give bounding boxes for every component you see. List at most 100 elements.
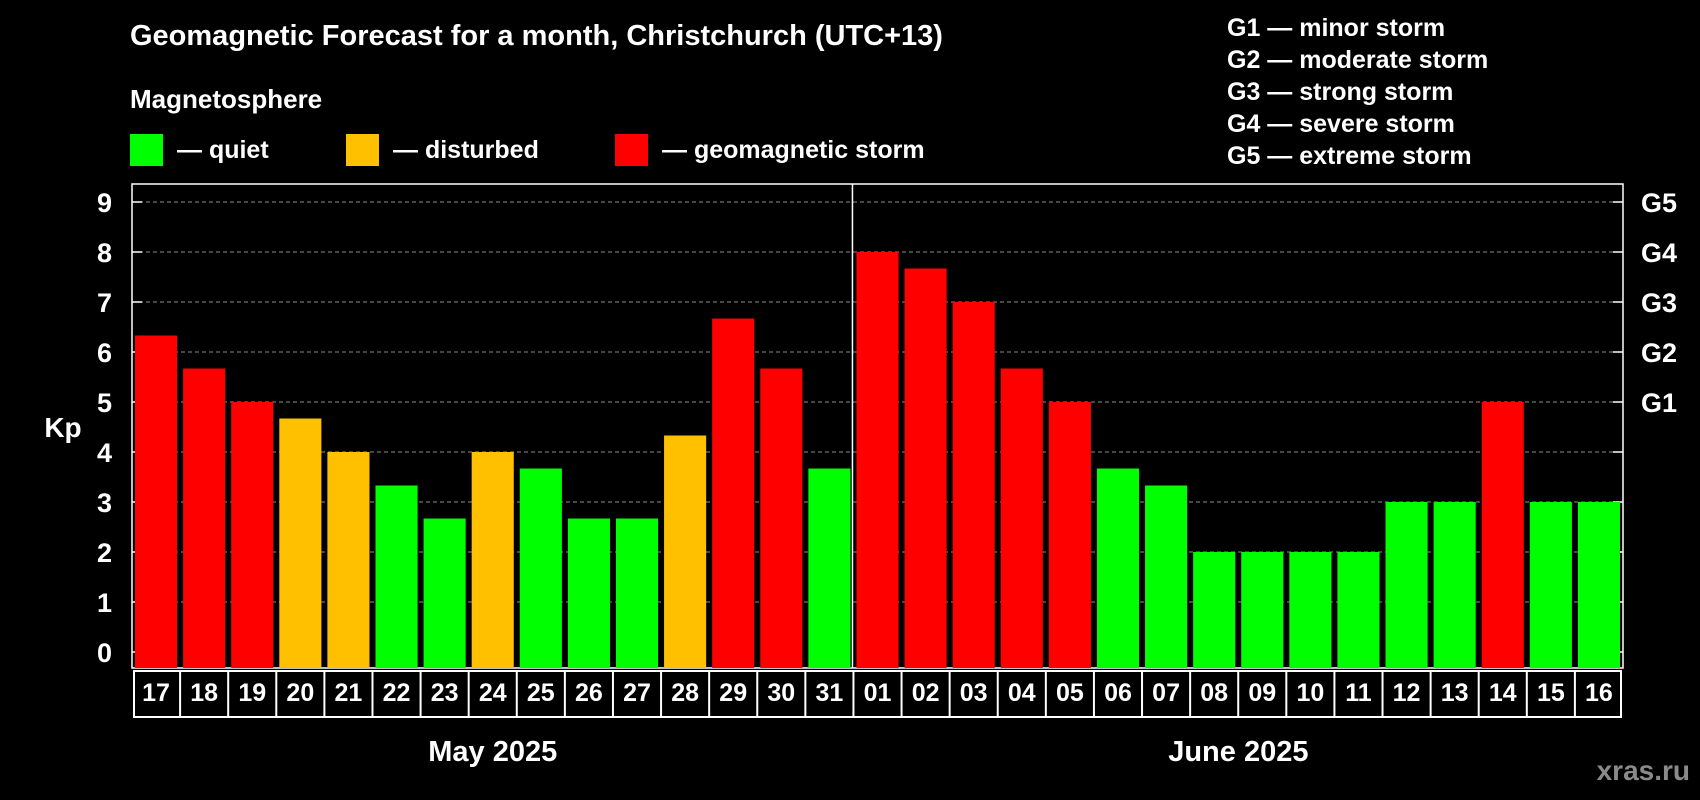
- y-tick-label-5: 5: [97, 388, 112, 418]
- bar-14: [808, 468, 851, 668]
- x-tick-label-26: 26: [575, 679, 603, 707]
- bar-22: [1193, 552, 1236, 668]
- y-axis-label: Kp: [44, 412, 81, 443]
- y-tick-label-4: 4: [97, 438, 112, 468]
- x-tick-label-02: 02: [912, 679, 940, 707]
- bar-7: [471, 452, 514, 668]
- bar-12: [712, 318, 755, 668]
- y-tick-label-3: 3: [97, 488, 112, 518]
- legend-heading: Magnetosphere: [130, 84, 323, 114]
- x-tick-label-28: 28: [671, 679, 699, 707]
- bar-21: [1145, 485, 1188, 668]
- bar-6: [423, 518, 466, 668]
- x-tick-label-29: 29: [719, 679, 747, 707]
- x-tick-label-11: 11: [1345, 679, 1372, 707]
- storm-scale-g5: G5 — extreme storm: [1227, 142, 1472, 170]
- x-tick-label-13: 13: [1441, 679, 1469, 707]
- x-tick-label-07: 07: [1152, 679, 1180, 707]
- storm-scale-g4: G4 — severe storm: [1227, 110, 1455, 138]
- x-tick-label-08: 08: [1200, 679, 1228, 707]
- x-tick-label-27: 27: [623, 679, 651, 707]
- legend-item-quiet: — quiet: [130, 134, 269, 166]
- bar-9: [567, 518, 610, 668]
- bar-13: [760, 368, 803, 668]
- month-label-june: June 2025: [1168, 736, 1309, 768]
- y-tick-label-9: 9: [97, 188, 112, 218]
- month-label-may: May 2025: [428, 736, 558, 768]
- bar-29: [1529, 502, 1572, 668]
- legend-label-quiet: — quiet: [177, 135, 269, 164]
- bar-0: [135, 335, 178, 668]
- x-tick-label-01: 01: [864, 679, 892, 707]
- y-tick-label-2: 2: [97, 538, 112, 568]
- x-tick-label-16: 16: [1585, 679, 1613, 707]
- x-tick-label-06: 06: [1104, 679, 1132, 707]
- bar-16: [904, 268, 947, 668]
- bar-20: [1096, 468, 1140, 668]
- bar-25: [1337, 552, 1380, 668]
- bar-5: [375, 485, 418, 668]
- storm-scale-g3: G3 — strong storm: [1227, 78, 1454, 106]
- x-tick-label-24: 24: [479, 679, 507, 707]
- x-tick-label-03: 03: [960, 679, 988, 707]
- bar-3: [279, 418, 322, 668]
- x-tick-label-17: 17: [142, 679, 170, 707]
- y-tick-label-8: 8: [97, 238, 112, 268]
- y-tick-label-6: 6: [97, 338, 112, 368]
- storm-level-label-g5: G5: [1641, 188, 1677, 218]
- watermark: xras.ru: [1596, 755, 1690, 786]
- bar-17: [952, 302, 995, 668]
- x-tick-label-25: 25: [527, 679, 555, 707]
- bar-2: [231, 402, 274, 668]
- storm-scale-g1: G1 — minor storm: [1227, 14, 1446, 42]
- bar-30: [1577, 502, 1620, 668]
- storm-scale-g2: G2 — moderate storm: [1227, 46, 1489, 74]
- storm-level-label-g1: G1: [1641, 388, 1677, 418]
- bar-10: [615, 518, 659, 668]
- storm-scale-legend: G1 — minor storm G2 — moderate storm G3 …: [1227, 12, 1488, 172]
- legend-swatch-quiet: [130, 134, 163, 166]
- bar-11: [664, 435, 707, 668]
- x-tick-label-10: 10: [1296, 679, 1324, 707]
- bar-19: [1048, 402, 1091, 668]
- x-tick-label-21: 21: [335, 679, 363, 707]
- x-tick-label-14: 14: [1489, 679, 1517, 707]
- y-tick-label-0: 0: [97, 638, 112, 668]
- bar-28: [1481, 402, 1524, 668]
- y-tick-label-7: 7: [97, 288, 112, 318]
- legend-item-disturbed: — disturbed: [346, 134, 539, 166]
- legend-label-storm: — geomagnetic storm: [662, 135, 925, 164]
- bar-15: [856, 252, 899, 668]
- date-axis-box: [133, 670, 1622, 718]
- legend-swatch-storm: [615, 134, 648, 166]
- storm-level-label-g2: G2: [1641, 338, 1677, 368]
- x-tick-label-22: 22: [383, 679, 411, 707]
- x-tick-label-05: 05: [1056, 679, 1084, 707]
- bar-4: [327, 452, 370, 668]
- bar-23: [1241, 552, 1284, 668]
- bar-24: [1289, 552, 1332, 668]
- x-tick-label-12: 12: [1393, 679, 1421, 707]
- bar-18: [1000, 368, 1043, 668]
- storm-level-label-g3: G3: [1641, 288, 1677, 318]
- x-tick-label-23: 23: [431, 679, 459, 707]
- x-tick-label-18: 18: [190, 679, 218, 707]
- x-tick-label-19: 19: [238, 679, 266, 707]
- storm-level-label-g4: G4: [1641, 238, 1677, 268]
- x-tick-label-30: 30: [767, 679, 795, 707]
- y-tick-label-1: 1: [97, 588, 112, 618]
- chart-title: Geomagnetic Forecast for a month, Christ…: [130, 20, 943, 52]
- bar-26: [1385, 502, 1428, 668]
- x-tick-label-09: 09: [1248, 679, 1276, 707]
- x-tick-label-04: 04: [1008, 679, 1036, 707]
- bar-8: [519, 468, 562, 668]
- x-tick-label-15: 15: [1537, 679, 1565, 707]
- legend-item-storm: — geomagnetic storm: [615, 134, 925, 166]
- x-tick-label-20: 20: [286, 679, 314, 707]
- x-tick-label-31: 31: [815, 679, 843, 707]
- legend-label-disturbed: — disturbed: [393, 135, 539, 164]
- legend-swatch-disturbed: [346, 134, 379, 166]
- bar-1: [183, 368, 226, 668]
- bar-27: [1433, 502, 1476, 668]
